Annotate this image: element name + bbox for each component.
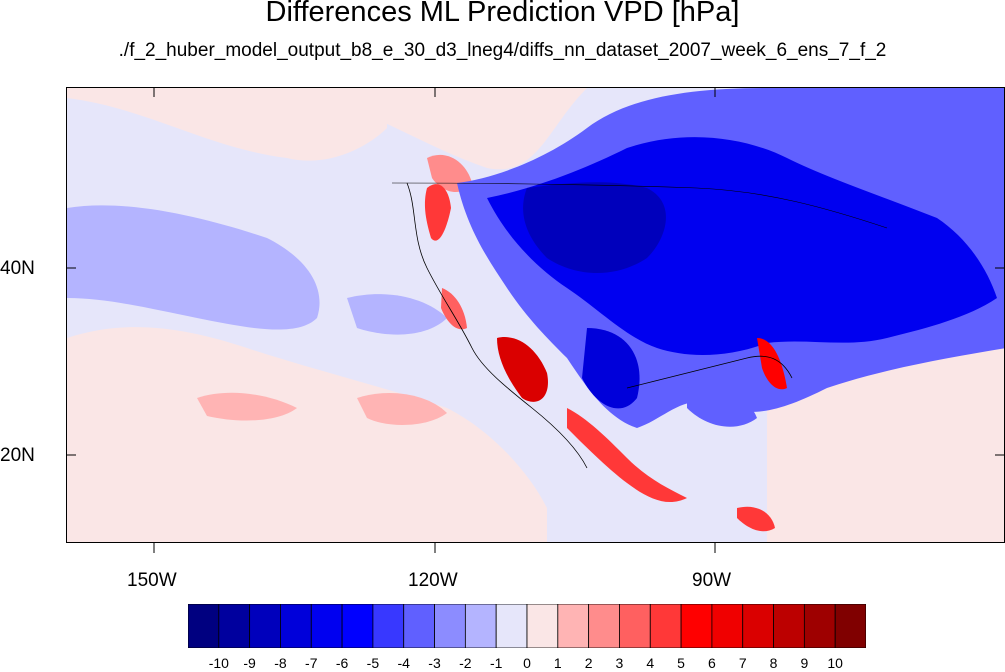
colorbar-tick-label: -2 xyxy=(459,655,472,671)
colorbar-swatch xyxy=(711,604,744,648)
field-patch xyxy=(567,408,687,503)
border-line xyxy=(391,182,888,229)
colorbar-tick-label: -6 xyxy=(335,655,349,671)
field-patch xyxy=(757,338,787,390)
colorbar-swatch xyxy=(280,604,312,648)
field-patch xyxy=(357,393,447,425)
field-patch xyxy=(197,392,297,421)
colorbar-tick-label: -3 xyxy=(428,655,441,671)
colorbar-tick-label: 2 xyxy=(584,655,593,671)
vpd-difference-field xyxy=(67,88,1004,542)
colorbar-swatch xyxy=(218,604,251,648)
field-patch xyxy=(497,337,548,402)
colorbar-swatch xyxy=(464,604,497,648)
colorbar-swatch xyxy=(310,604,343,648)
colorbar-tick-label: -9 xyxy=(243,655,256,671)
colorbar-tick-label: 5 xyxy=(677,655,685,671)
colorbar-tick-label: 7 xyxy=(738,655,747,671)
map-subtitle: ./f_2_huber_model_output_b8_e_30_d3_lneg… xyxy=(118,40,887,61)
field-patch xyxy=(67,88,387,161)
colorbar-swatch xyxy=(803,604,836,648)
colorbar-swatch xyxy=(834,604,866,648)
colorbar xyxy=(188,604,866,648)
colorbar-swatch xyxy=(526,604,559,648)
colorbar-tick-label: 4 xyxy=(646,655,655,671)
lat-label-20n: 20N xyxy=(0,445,35,466)
lon-label-90w: 90W xyxy=(692,570,732,591)
colorbar-tick-label: 8 xyxy=(769,655,778,671)
field-patch xyxy=(424,184,451,241)
field-patch xyxy=(737,506,775,532)
colorbar-tick-label: 0 xyxy=(523,655,531,671)
lon-label-120w: 120W xyxy=(408,570,458,591)
colorbar-swatch xyxy=(557,604,590,648)
colorbar-swatch xyxy=(403,604,435,648)
lat-label-40n: 40N xyxy=(0,258,35,279)
colorbar-swatch xyxy=(434,604,466,648)
field-patch xyxy=(441,288,467,330)
field-patch xyxy=(67,205,320,330)
coastline xyxy=(406,182,588,469)
colorbar-swatch xyxy=(495,604,528,648)
colorbar-swatch xyxy=(188,604,220,648)
map-title: Differences ML Prediction VPD [hPa] xyxy=(265,0,740,28)
field-patch xyxy=(767,348,1004,542)
colorbar-tick-label: 3 xyxy=(615,655,624,671)
field-patch xyxy=(582,328,640,409)
field-patch xyxy=(67,327,547,542)
colorbar-swatch xyxy=(249,604,281,648)
colorbar-tick-label: -1 xyxy=(489,655,503,671)
colorbar-swatch xyxy=(742,604,774,648)
colorbar-tick-label: 6 xyxy=(708,655,716,671)
colorbar-swatch xyxy=(619,604,651,648)
coastline xyxy=(626,355,793,389)
field-patch xyxy=(687,384,757,427)
colorbar-swatch xyxy=(341,604,374,648)
colorbar-tick-label: -10 xyxy=(208,655,229,671)
colorbar-tick-label: 10 xyxy=(827,655,843,671)
colorbar-swatch xyxy=(588,604,620,648)
field-patch xyxy=(347,294,447,335)
colorbar-swatch xyxy=(773,604,805,648)
lon-label-150w: 150W xyxy=(127,570,177,591)
colorbar-tick-label: 1 xyxy=(553,655,562,671)
colorbar-swatch xyxy=(680,604,713,648)
colorbar-tick-label: -7 xyxy=(305,655,318,671)
map-panel xyxy=(66,87,1005,543)
colorbar-tick-label: -8 xyxy=(274,655,287,671)
field-patch xyxy=(523,182,666,273)
colorbar-tick-label: -4 xyxy=(397,655,410,671)
colorbar-tick-label: -5 xyxy=(366,655,380,671)
colorbar-swatch xyxy=(372,604,405,648)
colorbar-tick-label: 9 xyxy=(800,655,809,671)
colorbar-swatch xyxy=(649,604,682,648)
